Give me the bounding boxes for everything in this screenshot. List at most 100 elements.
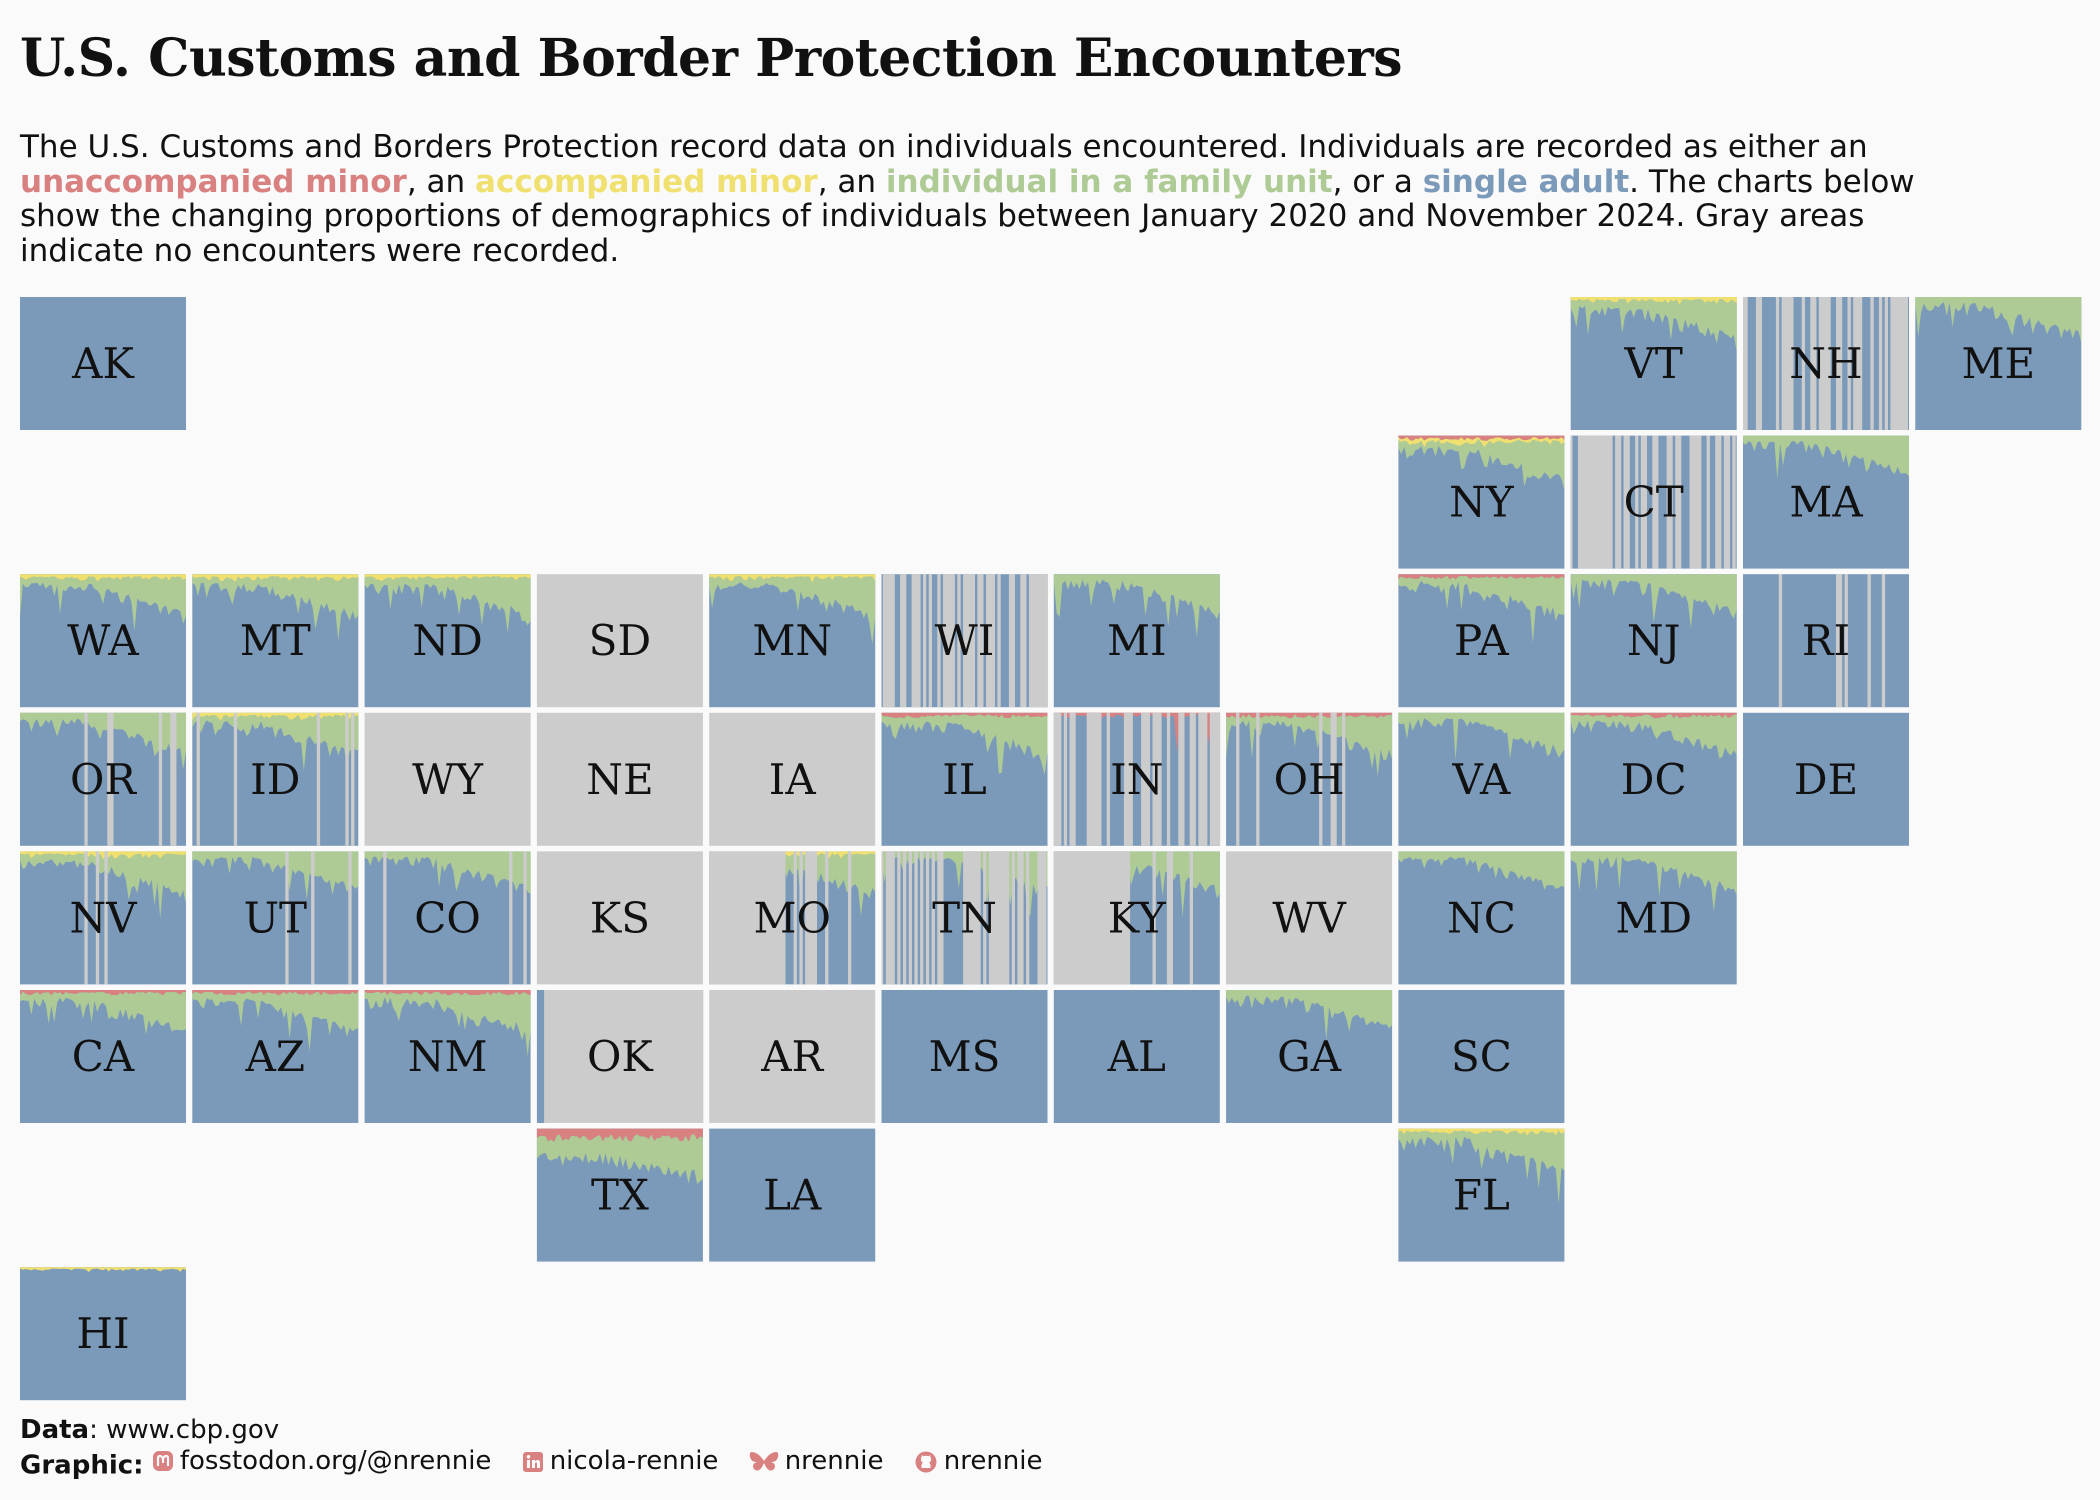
no-data-gap <box>1069 712 1073 846</box>
state-label-or: OR <box>70 755 137 804</box>
state-tile-ia: IA <box>709 712 876 846</box>
no-data-gap <box>1144 712 1148 846</box>
state-label-wi: WI <box>935 616 995 665</box>
family-unit-area <box>536 1134 703 1184</box>
no-data-gap <box>1043 574 1047 708</box>
no-data-gap <box>1643 435 1647 569</box>
no-data-gap <box>736 851 740 985</box>
no-data-gap <box>848 851 852 985</box>
no-data-gap <box>1592 435 1596 569</box>
no-data-gap <box>1112 851 1116 985</box>
state-label-mt: MT <box>240 616 311 665</box>
no-data-gap <box>1123 712 1128 846</box>
state-tile-de: DE <box>1743 712 1909 846</box>
no-data-gap <box>675 990 679 1123</box>
family-unit-area <box>709 853 876 916</box>
no-data-gap <box>1098 851 1102 985</box>
no-data-gap <box>104 851 108 985</box>
state-tile-nv: NV <box>20 851 186 985</box>
mastodon-credit[interactable]: fosstodon.org/@nrennie <box>152 1446 491 1477</box>
data-source: Data: www.cbp.gov <box>20 1415 1065 1446</box>
no-data-gap <box>638 990 642 1123</box>
no-data-gap <box>1847 297 1851 430</box>
state-label-ca: CA <box>72 1032 135 1081</box>
no-data-area <box>364 712 531 846</box>
state-tile-ks: KS <box>536 851 703 985</box>
no-data-gap <box>1129 712 1133 846</box>
no-data-gap <box>348 851 352 985</box>
subtitle-text-5: . The charts below show the changing pro… <box>20 163 1915 269</box>
state-label-sd: SD <box>589 616 651 665</box>
no-data-gap <box>644 990 648 1123</box>
no-data-gap <box>765 851 769 985</box>
state-label-wy: WY <box>412 755 484 804</box>
no-data-gap <box>891 574 895 708</box>
single-adult-area <box>1398 990 1565 1123</box>
no-data-gap <box>1017 851 1021 985</box>
state-tile-mt: MT <box>192 574 359 708</box>
no-data-gap <box>908 851 912 985</box>
state-label-tx: TX <box>591 1171 649 1220</box>
unaccompanied-minor-area <box>1570 712 1737 719</box>
bluesky-credit[interactable]: nrennie <box>749 1446 883 1477</box>
github-credit[interactable]: nrennie <box>914 1446 1043 1477</box>
no-data-area <box>536 712 703 846</box>
state-tile-wv: WV <box>1226 851 1393 985</box>
single-adult-area <box>1053 990 1220 1123</box>
no-data-gap <box>612 990 616 1123</box>
no-data-gap <box>1595 435 1599 569</box>
family-unit-area <box>1226 990 1393 1041</box>
no-data-gap <box>1715 435 1719 569</box>
accompanied-minor-area <box>1398 437 1565 448</box>
no-data-gap <box>84 712 88 846</box>
state-label-az: AZ <box>245 1032 306 1081</box>
no-data-gap <box>1126 851 1131 985</box>
no-data-gap <box>1031 574 1036 708</box>
family-unit-area <box>1570 574 1737 629</box>
no-data-gap <box>690 990 694 1123</box>
no-data-gap <box>233 712 238 846</box>
unaccompanied-minor-area <box>1398 435 1565 441</box>
graphic-credit: Graphic: fosstodon.org/@nrennie nicola-r… <box>20 1446 1043 1481</box>
unaccompanied-minor-area <box>192 990 359 996</box>
state-tile-dc: DC <box>1570 712 1737 846</box>
no-data-gap <box>968 574 973 708</box>
no-data-gap <box>767 851 772 985</box>
no-data-gap <box>1055 712 1059 846</box>
no-data-gap <box>977 574 981 708</box>
no-data-gap <box>1878 297 1883 430</box>
no-data-gap <box>928 574 932 708</box>
no-data-gap <box>1617 435 1622 569</box>
unaccompanied-minor-area <box>881 712 1048 718</box>
no-data-gap <box>1870 297 1874 430</box>
no-data-gap <box>1166 712 1171 846</box>
no-data-gap <box>1098 712 1102 846</box>
state-tile-md: MD <box>1570 851 1737 985</box>
no-data-gap <box>650 990 654 1123</box>
no-data-gap <box>971 851 975 985</box>
no-data-gap <box>615 990 619 1123</box>
no-data-gap <box>997 574 1001 708</box>
accompanied-minor-area <box>20 574 186 582</box>
no-data-gap <box>813 851 817 985</box>
no-data-gap <box>1330 712 1334 846</box>
no-data-gap <box>544 990 548 1123</box>
state-tile-va: VA <box>1398 712 1565 846</box>
no-data-gap <box>1758 297 1762 430</box>
no-data-gap <box>1126 712 1131 846</box>
no-data-gap <box>1692 435 1696 569</box>
no-data-gap <box>750 851 754 985</box>
no-data-gap <box>1106 851 1110 985</box>
no-data-gap <box>1844 574 1848 708</box>
no-data-gap <box>1890 297 1894 430</box>
no-data-gap <box>1718 435 1722 569</box>
no-data-gap <box>903 574 907 708</box>
no-data-gap <box>1904 297 1908 430</box>
linkedin-credit[interactable]: nicola-rennie <box>522 1446 718 1477</box>
state-label-ks: KS <box>590 893 650 942</box>
no-data-gap <box>1218 712 1221 846</box>
state-tile-ut: UT <box>192 851 359 985</box>
no-data-gap <box>1743 297 1745 430</box>
state-tile-oh: OH <box>1226 712 1393 846</box>
no-data-gap <box>1095 712 1099 846</box>
